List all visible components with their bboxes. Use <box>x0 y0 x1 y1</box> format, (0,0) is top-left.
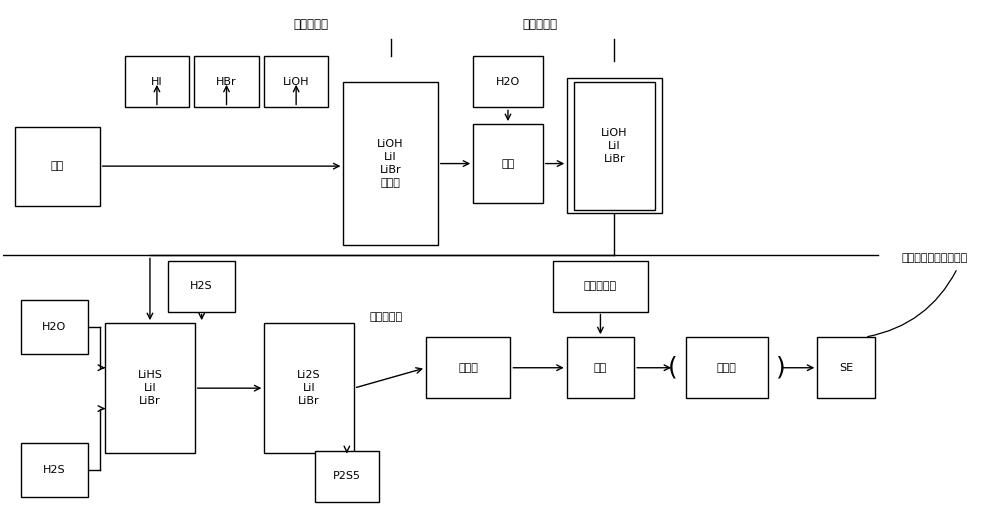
Bar <box>21 300 88 353</box>
Text: 非晶化: 非晶化 <box>458 363 478 373</box>
Bar <box>264 323 354 453</box>
Text: H2O: H2O <box>42 322 67 332</box>
Bar <box>553 261 648 312</box>
Text: ): ) <box>776 356 785 380</box>
Bar <box>686 337 768 398</box>
Bar <box>473 56 543 107</box>
Text: 硫化物固体电解质材料: 硫化物固体电解质材料 <box>901 253 967 263</box>
Bar <box>567 337 634 398</box>
Bar <box>125 56 189 107</box>
Bar <box>194 56 259 107</box>
Bar <box>473 124 543 203</box>
Bar <box>567 78 662 213</box>
Bar <box>574 82 655 210</box>
Bar <box>15 126 100 206</box>
Text: LiOH: LiOH <box>283 77 309 87</box>
Bar <box>21 443 88 496</box>
Text: H2S: H2S <box>190 281 213 291</box>
Text: 非极性溶剂: 非极性溶剂 <box>584 281 617 291</box>
Text: 干燥: 干燥 <box>594 363 607 373</box>
Bar <box>343 82 438 245</box>
Text: 前体混合物: 前体混合物 <box>522 18 557 31</box>
Bar <box>315 451 379 502</box>
Text: 热处理: 热处理 <box>717 363 737 373</box>
Text: SE: SE <box>839 363 853 373</box>
Text: HI: HI <box>151 77 163 87</box>
Text: (: ( <box>668 356 678 380</box>
Text: LiOH
LiI
LiBr
水溶液: LiOH LiI LiBr 水溶液 <box>377 139 404 188</box>
Text: LiOH
LiI
LiBr: LiOH LiI LiBr <box>601 127 628 164</box>
Text: Li2S
LiI
LiBr: Li2S LiI LiBr <box>297 370 321 407</box>
Bar <box>168 261 235 312</box>
Text: HBr: HBr <box>216 77 237 87</box>
Bar <box>264 56 328 107</box>
Text: LiHS
LiI
LiBr: LiHS LiI LiBr <box>138 370 162 407</box>
Text: 纯水: 纯水 <box>51 161 64 171</box>
Bar <box>817 337 875 398</box>
Text: 非极性溶剂: 非极性溶剂 <box>369 312 402 321</box>
Text: H2O: H2O <box>496 77 520 87</box>
Text: 干燥: 干燥 <box>501 158 515 169</box>
Bar <box>426 337 510 398</box>
Bar <box>105 323 195 453</box>
Text: P2S5: P2S5 <box>333 472 361 481</box>
Text: 前体水溶液: 前体水溶液 <box>294 18 329 31</box>
Text: H2S: H2S <box>43 465 66 475</box>
